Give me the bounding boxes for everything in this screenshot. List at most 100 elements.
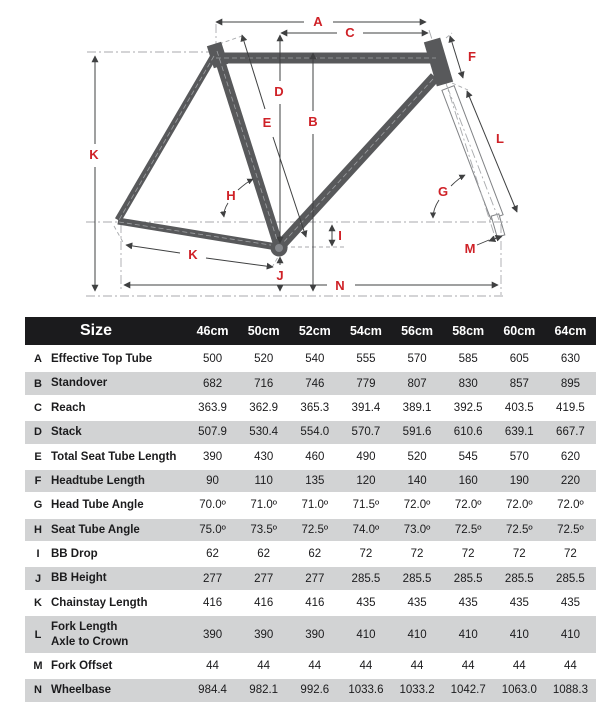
value-cell: 44 bbox=[512, 660, 526, 673]
column-header-64cm: 64cm bbox=[554, 324, 587, 338]
dim-label-f: F bbox=[468, 49, 476, 64]
value-cell: 365.3 bbox=[300, 401, 330, 414]
value-cell: 620 bbox=[560, 450, 581, 463]
value-cell: 70.0º bbox=[199, 499, 226, 512]
value-cell: 44 bbox=[308, 660, 322, 673]
value-cell: 545 bbox=[458, 450, 478, 463]
value-cell: 390 bbox=[202, 450, 223, 463]
value-cell: 277 bbox=[254, 572, 274, 585]
dimension-labels: A C D E B F K L H G I K M J N bbox=[89, 14, 504, 293]
row-letter: H bbox=[34, 523, 42, 536]
dim-label-c: C bbox=[345, 25, 355, 40]
column-header-46cm: 46cm bbox=[196, 324, 229, 338]
value-cell: 1063.0 bbox=[501, 684, 537, 697]
value-cell: 435 bbox=[560, 596, 581, 609]
row-label: Head Tube Angle bbox=[51, 499, 144, 512]
table-row-g: G Head Tube Angle 70.0º 71.0º 71.0º 71.5º 72.0… bbox=[25, 493, 596, 518]
value-cell: 555 bbox=[356, 353, 376, 366]
row-label: BB Drop bbox=[51, 548, 98, 560]
value-cell: 90 bbox=[206, 475, 219, 488]
value-cell: 992.6 bbox=[300, 684, 330, 697]
value-cell: 570 bbox=[509, 450, 529, 463]
value-cell: 435 bbox=[509, 596, 529, 609]
value-cell: 610.6 bbox=[453, 426, 483, 439]
value-cell: 72 bbox=[359, 548, 373, 561]
value-cell: 410 bbox=[560, 628, 581, 641]
value-cell: 410 bbox=[509, 628, 529, 641]
value-cell: 430 bbox=[254, 450, 274, 463]
value-cell: 285.5 bbox=[504, 572, 534, 585]
value-cell: 540 bbox=[305, 353, 325, 366]
value-cell: 71.5º bbox=[352, 499, 380, 512]
value-cell: 520 bbox=[407, 450, 427, 463]
value-cell: 410 bbox=[356, 628, 376, 641]
value-cell: 500 bbox=[202, 353, 223, 366]
value-cell: 779 bbox=[356, 377, 376, 390]
value-cell: 120 bbox=[356, 475, 376, 488]
dim-label-h: H bbox=[226, 188, 235, 203]
table-row-a: A Effective Top Tube 500 520 540 555 570 585 605… bbox=[25, 347, 596, 372]
value-cell: 72.5º bbox=[454, 523, 482, 536]
row-label: Chainstay Length bbox=[51, 596, 148, 609]
value-cell: 570 bbox=[407, 353, 427, 366]
value-cell: 74.0º bbox=[352, 523, 380, 536]
value-cell: 62 bbox=[308, 548, 322, 561]
table-row-k: K Chainstay Length 416 416 416 435 435 435 435 43… bbox=[25, 591, 596, 616]
dimension-lines bbox=[91, 18, 518, 292]
value-cell: 984.4 bbox=[198, 684, 227, 697]
value-cell: 44 bbox=[410, 660, 424, 673]
value-cell: 1042.7 bbox=[450, 684, 486, 697]
value-cell: 71.0º bbox=[301, 499, 329, 512]
value-cell: 44 bbox=[206, 660, 219, 673]
value-cell: 390 bbox=[254, 628, 274, 641]
value-cell: 72.0º bbox=[454, 499, 482, 512]
row-letter: I bbox=[36, 548, 40, 561]
row-label: Seat Tube Angle bbox=[51, 523, 140, 536]
value-cell: 716 bbox=[254, 377, 274, 390]
dim-label-e: E bbox=[263, 115, 272, 130]
value-cell: 277 bbox=[202, 572, 223, 585]
value-cell: 435 bbox=[356, 596, 376, 609]
row-letter: D bbox=[34, 426, 42, 439]
value-cell: 435 bbox=[458, 596, 478, 609]
row-letter: C bbox=[34, 401, 42, 414]
value-cell: 1033.6 bbox=[348, 684, 384, 697]
row-letter: E bbox=[34, 450, 42, 463]
row-label: Fork Length Axle to Crown bbox=[51, 621, 129, 648]
value-cell: 72.0º bbox=[403, 499, 431, 512]
value-cell: 857 bbox=[509, 377, 529, 390]
value-cell: 416 bbox=[254, 596, 274, 609]
value-cell: 605 bbox=[509, 353, 529, 366]
frame-tubes bbox=[114, 37, 454, 257]
row-label: Headtube Length bbox=[51, 474, 145, 487]
value-cell: 363.9 bbox=[198, 401, 227, 414]
table-row-h: H Seat Tube Angle 75.0º 73.5º 72.5º 74.0º 73.0… bbox=[25, 517, 596, 542]
row-label: Wheelbase bbox=[51, 684, 112, 697]
value-cell: 585 bbox=[458, 353, 478, 366]
table-row-d: D Stack 507.9 530.4 554.0 570.7 591.6 610.6 639.… bbox=[25, 420, 596, 445]
dim-label-j: J bbox=[276, 268, 283, 283]
dim-label-n: N bbox=[335, 278, 344, 293]
row-letter: G bbox=[33, 499, 43, 512]
value-cell: 530.4 bbox=[249, 426, 279, 439]
row-letter: A bbox=[34, 353, 42, 366]
value-cell: 392.5 bbox=[453, 401, 483, 414]
value-cell: 44 bbox=[359, 660, 373, 673]
value-cell: 72.5º bbox=[301, 523, 329, 536]
value-cell: 435 bbox=[407, 596, 427, 609]
value-cell: 1033.2 bbox=[399, 684, 435, 697]
column-header-52cm: 52cm bbox=[298, 324, 331, 338]
head-angle-arrow bbox=[429, 199, 440, 219]
dim-label-i: I bbox=[338, 228, 342, 243]
table-row-i: I BB Drop 62 62 62 72 72 72 72 72 bbox=[25, 542, 596, 567]
value-cell: 72.5º bbox=[557, 523, 584, 536]
table-row-f: F Headtube Length 90 110 135 120 140 160 190 220 bbox=[25, 468, 596, 494]
value-cell: 72.0º bbox=[557, 499, 584, 512]
value-cell: 507.9 bbox=[198, 426, 227, 439]
value-cell: 285.5 bbox=[351, 572, 381, 585]
dim-label-m: M bbox=[465, 241, 476, 256]
value-cell: 62 bbox=[206, 548, 219, 561]
table-row-l: L Fork Length Axle to Crown 390 390 390 410 41… bbox=[25, 615, 596, 654]
row-label: Effective Top Tube bbox=[51, 353, 153, 365]
